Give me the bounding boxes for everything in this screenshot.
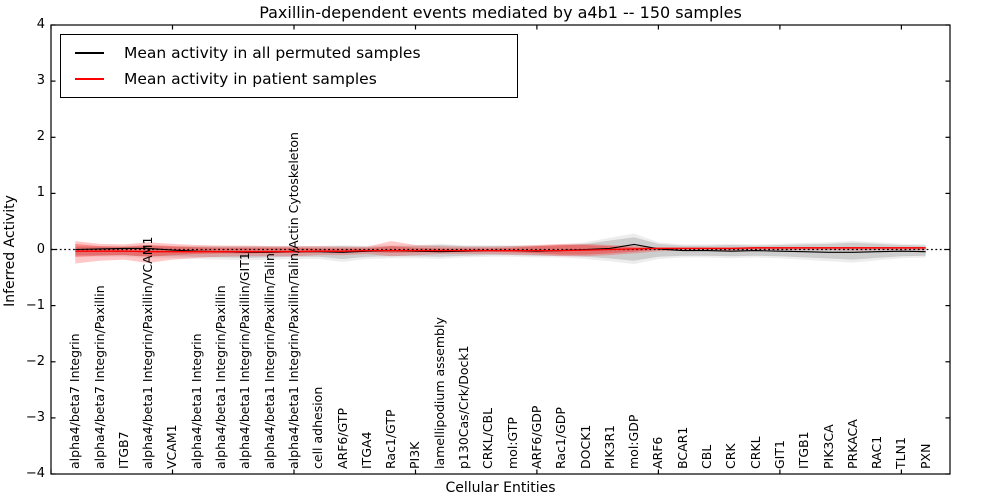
- x-category-label: TLN1: [893, 437, 909, 469]
- x-category-label: BCAR1: [674, 426, 690, 469]
- patient-mean-line: [75, 247, 926, 253]
- x-category-label: alpha4/beta7 Integrin/Paxillin: [91, 285, 107, 469]
- x-category-label: ITGB1: [796, 431, 812, 469]
- legend-entry-permuted: Mean activity in all permuted samples: [75, 44, 517, 62]
- x-category-label: CRK: [723, 443, 739, 469]
- x-category-label: RAC1: [869, 435, 885, 469]
- x-category-label: alpha4/beta7 Integrin: [67, 333, 83, 469]
- chart-title: Paxillin-dependent events mediated by a4…: [259, 3, 742, 22]
- y-tick-label: 3: [36, 73, 45, 89]
- legend-entry-patient: Mean activity in patient samples: [75, 70, 517, 88]
- x-category-label: Rac1/GDP: [553, 407, 569, 469]
- x-category-label: CRKL/CBL: [480, 407, 496, 469]
- x-category-label: ITGB7: [115, 431, 131, 469]
- x-category-label: lamellipodium assembly: [431, 317, 447, 469]
- y-tick-label: −4: [25, 466, 45, 481]
- y-tick-label: 0: [36, 241, 45, 257]
- x-category-label: PIK3R1: [601, 424, 617, 469]
- x-category-label: DOCK1: [577, 424, 593, 469]
- permuted-band-outer: [75, 233, 926, 265]
- x-category-label: cell adhesion: [310, 386, 326, 469]
- y-tick-label: −2: [25, 353, 45, 369]
- x-category-label: PIK3CA: [820, 424, 836, 469]
- x-category-label: CBL: [699, 444, 715, 469]
- y-tick-label: 4: [36, 17, 45, 32]
- x-category-label: CRKL: [747, 436, 763, 469]
- legend-line-sample-permuted: [75, 51, 104, 54]
- x-category-label: alpha4/beta1 Integrin/Paxillin/Talin/Act…: [285, 132, 301, 469]
- y-tick-label: 1: [36, 185, 45, 201]
- x-category-label: alpha4/beta1 Integrin: [188, 333, 204, 469]
- x-category-label: alpha4/beta1 Integrin/Paxillin/GIT1: [237, 252, 253, 469]
- legend: Mean activity in all permuted samples Me…: [60, 34, 518, 98]
- x-category-label: p130Cas/Crk/Dock1: [456, 345, 472, 469]
- y-tick-label: 2: [36, 129, 45, 145]
- x-category-label: mol:GTP: [504, 417, 520, 469]
- x-category-label: VCAM1: [164, 424, 180, 469]
- x-category-label: ARF6: [650, 436, 666, 469]
- x-category-label: alpha4/beta1 Integrin/Paxillin: [213, 285, 229, 469]
- x-axis-title: Cellular Entities: [445, 480, 556, 496]
- legend-label-permuted: Mean activity in all permuted samples: [124, 43, 421, 62]
- x-category-label: alpha4/beta1 Integrin/Paxillin/Talin: [261, 253, 277, 469]
- x-category-label: alpha4/beta1 Integrin/Paxillin/VCAM1: [140, 236, 156, 469]
- x-category-label: ITGA4: [358, 431, 374, 469]
- x-category-label: ARF6/GDP: [528, 405, 544, 469]
- x-category-label: PRKACA: [844, 419, 860, 469]
- patient-band: [75, 241, 926, 264]
- y-tick-label: −1: [25, 297, 45, 313]
- x-category-label: ARF6/GTP: [334, 407, 350, 469]
- x-category-label: Rac1/GTP: [383, 409, 399, 469]
- x-category-label: mol:GDP: [626, 414, 642, 469]
- legend-line-sample-patient: [75, 78, 104, 81]
- legend-label-patient: Mean activity in patient samples: [124, 70, 377, 89]
- x-category-label: PI3K: [407, 441, 423, 469]
- x-category-label: GIT1: [771, 440, 787, 469]
- x-category-label: PXN: [917, 443, 933, 469]
- y-tick-label: −3: [25, 409, 45, 425]
- y-axis-title: Inferred Activity: [2, 195, 18, 307]
